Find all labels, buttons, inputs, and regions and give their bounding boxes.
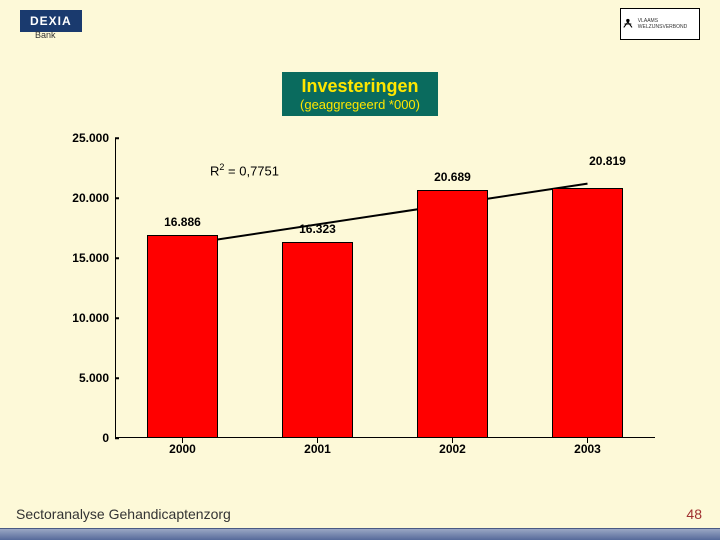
y-tick: [115, 317, 119, 319]
footer-text: Sectoranalyse Gehandicaptenzorg: [16, 506, 231, 522]
bar-value-label: 16.323: [282, 222, 352, 236]
bar-rect: [282, 242, 352, 438]
y-axis-label: 10.000: [60, 311, 115, 325]
person-icon: [621, 16, 635, 32]
page-number: 48: [686, 506, 702, 522]
y-tick: [115, 197, 119, 199]
dexia-sublabel: Bank: [35, 30, 56, 40]
chart-subtitle: (geaggregeerd *000): [300, 97, 420, 112]
bar: 16.323: [282, 242, 352, 438]
x-axis-label: 2000: [153, 442, 213, 456]
x-axis-label: 2001: [288, 442, 348, 456]
x-axis-label: 2003: [558, 442, 618, 456]
r-squared-label: R2 = 0,7751: [210, 162, 279, 178]
bar-value-label: 20.689: [417, 170, 487, 184]
y-axis-label: 20.000: [60, 191, 115, 205]
y-axis-label: 25.000: [60, 131, 115, 145]
bar-rect: [552, 188, 622, 438]
bar: 20.819: [552, 188, 622, 438]
y-axis-label: 15.000: [60, 251, 115, 265]
chart-title-box: Investeringen (geaggregeerd *000): [282, 72, 438, 116]
x-tick: [317, 438, 319, 443]
y-tick: [115, 437, 119, 439]
bar-chart: R2 = 0,7751 0 5.000 10.000 15.000 20.000 25.0…: [60, 130, 660, 480]
partner-logo: VLAAMS WELZIJNSVERBOND: [620, 8, 700, 40]
x-tick: [182, 438, 184, 443]
y-axis-label: 0: [60, 431, 115, 445]
bar-rect: [417, 190, 487, 438]
y-tick: [115, 377, 119, 379]
footer-bar: [0, 528, 720, 540]
y-tick: [115, 137, 119, 139]
x-tick: [452, 438, 454, 443]
y-tick: [115, 257, 119, 259]
bar: 16.886: [147, 235, 217, 438]
y-axis-label: 5.000: [60, 371, 115, 385]
x-axis-label: 2002: [423, 442, 483, 456]
slide: DEXIA Bank VLAAMS WELZIJNSVERBOND Invest…: [0, 0, 720, 540]
partner-logo-text: VLAAMS WELZIJNSVERBOND: [638, 18, 699, 30]
bar-rect: [147, 235, 217, 438]
bar: 20.689: [417, 190, 487, 438]
bar-value-label: 20.819: [572, 154, 642, 168]
x-tick: [587, 438, 589, 443]
dexia-logo: DEXIA: [20, 10, 82, 32]
chart-title: Investeringen: [300, 76, 420, 97]
bar-value-label: 16.886: [147, 215, 217, 229]
